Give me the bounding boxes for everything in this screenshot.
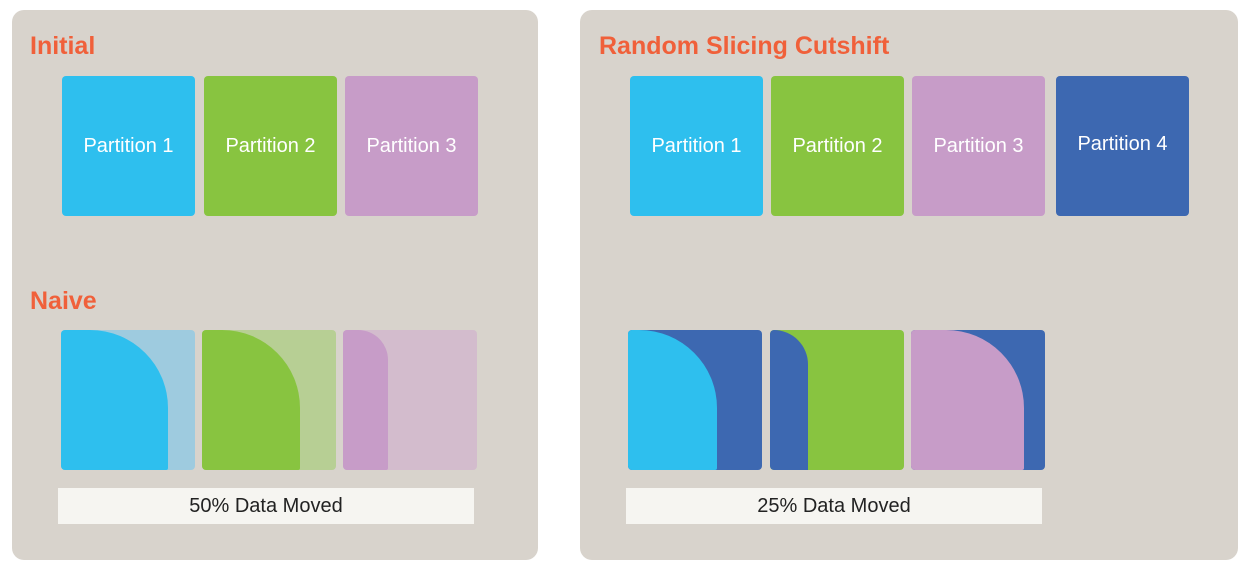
cutshift-partition-2-moved	[770, 330, 808, 470]
cutshift-partition-1: Partition 1	[630, 76, 763, 216]
cutshift-heading: Random Slicing Cutshift	[599, 32, 890, 60]
cutshift-partition-3-kept	[911, 330, 1024, 470]
cutshift-partition-1-kept	[628, 330, 717, 470]
naive-partition-2-kept	[202, 330, 300, 470]
cutshift-partition-1-result	[628, 330, 762, 470]
naive-result-bar: 50% Data Moved	[58, 488, 474, 524]
cutshift-partition-4: Partition 4	[1056, 76, 1189, 216]
naive-partition-2	[202, 330, 336, 470]
naive-partition-1	[61, 330, 195, 470]
naive-partition-3	[343, 330, 477, 470]
cutshift-partition-3: Partition 3	[912, 76, 1045, 216]
initial-heading: Initial	[30, 32, 96, 60]
naive-partition-3-kept	[343, 330, 388, 470]
cutshift-result-bar: 25% Data Moved	[626, 488, 1042, 524]
naive-partition-1-kept	[61, 330, 168, 470]
initial-partition-3: Partition 3	[345, 76, 478, 216]
initial-partition-1: Partition 1	[62, 76, 195, 216]
initial-partition-2: Partition 2	[204, 76, 337, 216]
naive-heading: Naive	[30, 287, 97, 315]
cutshift-partition-2-result	[770, 330, 904, 470]
cutshift-partition-3-result	[911, 330, 1045, 470]
cutshift-partition-2: Partition 2	[771, 76, 904, 216]
